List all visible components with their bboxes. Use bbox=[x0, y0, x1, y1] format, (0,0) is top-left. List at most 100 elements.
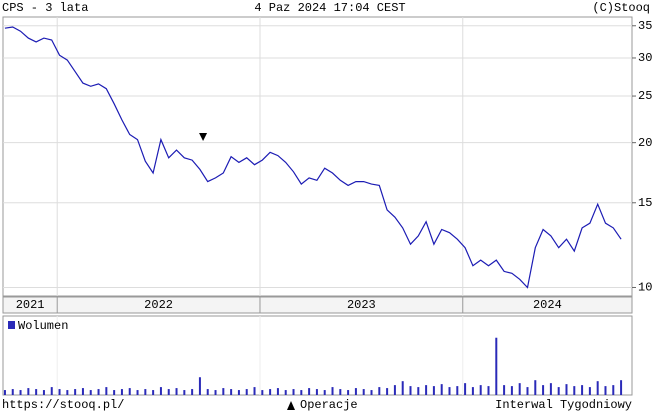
year-label: 2022 bbox=[144, 298, 173, 312]
price-line bbox=[4, 26, 622, 289]
volume-bar bbox=[81, 388, 84, 395]
volume-bar bbox=[253, 387, 256, 395]
volume-bar bbox=[596, 381, 599, 395]
volume-bar bbox=[50, 387, 53, 395]
footer-interval: Interwal Tygodniowy bbox=[495, 398, 632, 412]
chart-subtitle: 4 Paz 2024 17:04 CEST bbox=[254, 1, 405, 15]
source: (C)Stooq bbox=[592, 1, 650, 15]
volume-bar bbox=[378, 387, 381, 395]
volume-bar bbox=[198, 377, 201, 395]
volume-bar bbox=[526, 387, 529, 395]
volume-bar bbox=[245, 389, 248, 395]
volume-bar bbox=[315, 389, 318, 395]
volume-bar bbox=[354, 388, 357, 395]
volume-bar bbox=[581, 385, 584, 395]
volume-bar bbox=[191, 389, 194, 395]
volume-bar bbox=[401, 381, 404, 395]
volume-bar bbox=[386, 388, 389, 395]
volume-bar bbox=[588, 387, 591, 395]
plot-frame bbox=[2, 16, 633, 297]
volume-bar bbox=[604, 386, 607, 395]
volume-bar bbox=[393, 385, 396, 395]
volume-bar bbox=[58, 389, 61, 395]
volume-bar bbox=[510, 386, 513, 395]
volume-bar bbox=[175, 388, 178, 395]
volume-bar bbox=[183, 390, 186, 395]
volume-bar bbox=[440, 384, 443, 395]
volume-bar bbox=[308, 388, 311, 395]
footer-url[interactable]: https://stooq.pl/ bbox=[2, 398, 124, 412]
year-label: 2024 bbox=[533, 298, 562, 312]
chart-title: CPS - 3 lata bbox=[2, 1, 88, 15]
operations-icon bbox=[287, 401, 295, 410]
volume-bar bbox=[136, 390, 139, 395]
volume-bar bbox=[19, 390, 22, 395]
volume-bar bbox=[105, 387, 108, 395]
volume-bar bbox=[456, 386, 459, 395]
y-tick-label: 20 bbox=[638, 136, 652, 150]
y-tick-label: 30 bbox=[638, 51, 652, 65]
volume-bar bbox=[300, 390, 303, 395]
volume-bar bbox=[120, 389, 123, 395]
volume-bar bbox=[573, 386, 576, 395]
volume-bar bbox=[503, 385, 506, 395]
year-label: 2021 bbox=[16, 298, 45, 312]
volume-bar bbox=[35, 389, 38, 395]
volume-bar bbox=[347, 390, 350, 395]
year-strip bbox=[2, 296, 633, 314]
volume-bar bbox=[27, 388, 30, 395]
y-tick-label: 10 bbox=[638, 281, 652, 295]
volume-bar bbox=[479, 385, 482, 395]
volume-bar bbox=[276, 388, 279, 395]
volume-bar bbox=[144, 389, 147, 395]
operation-marker bbox=[199, 133, 208, 141]
volume-bar bbox=[339, 389, 342, 395]
volume-bar bbox=[542, 385, 545, 395]
volume-bar bbox=[487, 386, 490, 395]
volume-bar bbox=[97, 389, 100, 395]
volume-bar bbox=[518, 383, 521, 395]
volume-bar bbox=[549, 383, 552, 395]
volume-bar bbox=[159, 387, 162, 395]
volume-bar bbox=[464, 383, 467, 395]
volume-bar bbox=[3, 390, 6, 395]
volume-bar bbox=[557, 387, 560, 395]
volume-bar bbox=[292, 389, 295, 395]
volume-bar bbox=[370, 390, 373, 395]
volume-bar bbox=[331, 387, 334, 395]
volume-bar bbox=[222, 388, 225, 395]
volume-bar bbox=[323, 390, 326, 395]
legend-swatch bbox=[8, 321, 15, 329]
volume-bar bbox=[113, 390, 116, 395]
volume-bar bbox=[42, 390, 45, 395]
volume-bar bbox=[534, 380, 537, 395]
volume-bar bbox=[128, 388, 131, 395]
volume-bar bbox=[66, 390, 69, 395]
volume-bar bbox=[284, 390, 287, 395]
year-label: 2023 bbox=[347, 298, 376, 312]
volume-bar bbox=[620, 380, 623, 395]
volume-bar bbox=[74, 389, 77, 395]
y-tick-label: 35 bbox=[638, 19, 652, 33]
volume-bar bbox=[206, 389, 209, 395]
volume-bar bbox=[230, 389, 233, 395]
volume-bar bbox=[409, 386, 412, 395]
volume-bar bbox=[432, 386, 435, 395]
volume-bar bbox=[448, 387, 451, 395]
volume-bar bbox=[425, 385, 428, 395]
y-tick-label: 25 bbox=[638, 89, 652, 103]
y-tick-label: 15 bbox=[638, 196, 652, 210]
volume-bar bbox=[362, 389, 365, 395]
volume-bar bbox=[261, 390, 264, 395]
volume-bar bbox=[167, 389, 170, 395]
volume-bar bbox=[237, 390, 240, 395]
footer-operations: Operacje bbox=[300, 398, 358, 412]
volume-bar bbox=[269, 389, 272, 395]
volume-bar bbox=[495, 337, 498, 395]
volume-bar bbox=[152, 390, 155, 395]
volume-bar bbox=[214, 390, 217, 395]
volume-bar bbox=[612, 385, 615, 395]
volume-bar bbox=[565, 384, 568, 395]
